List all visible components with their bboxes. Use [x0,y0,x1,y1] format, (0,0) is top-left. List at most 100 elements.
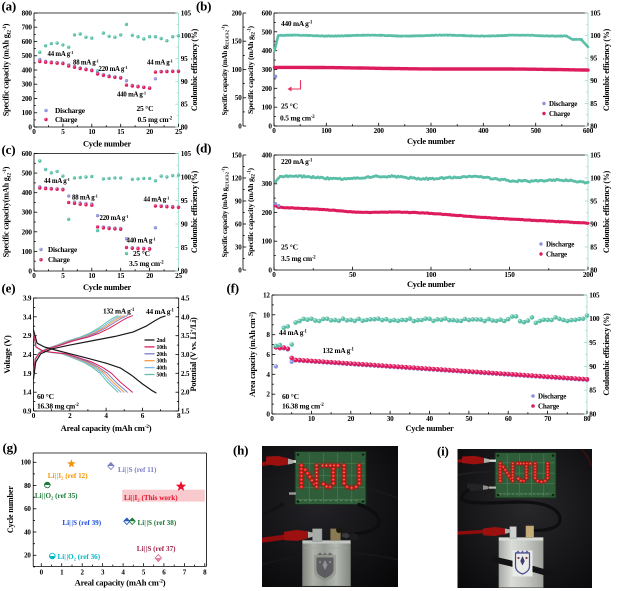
svg-text:8: 8 [203,568,207,576]
svg-text:100: 100 [22,109,33,117]
svg-text:(c): (c) [2,142,16,157]
svg-text:200: 200 [22,95,33,103]
svg-text:95: 95 [590,55,597,63]
svg-text:25 °C: 25 °C [281,102,298,111]
svg-text:440 mA g-1: 440 mA g-1 [117,90,146,98]
svg-text:8: 8 [177,412,181,420]
svg-text:80: 80 [590,122,597,130]
svg-text:800: 800 [22,9,33,17]
svg-text:10: 10 [263,311,270,319]
svg-text:Cycle number: Cycle number [6,486,15,534]
svg-text:400: 400 [262,151,273,159]
svg-text:44 mA g-1: 44 mA g-1 [44,177,70,185]
svg-text:50th: 50th [157,373,168,379]
svg-text:30: 30 [387,415,394,423]
svg-text:15: 15 [117,272,124,280]
svg-text:Li| |S (ref 39): Li| |S (ref 39) [62,519,101,527]
svg-text:40: 40 [24,528,31,536]
svg-text:Discharge: Discharge [538,393,566,401]
svg-text:60: 60 [235,220,242,228]
svg-text:0: 0 [272,127,276,135]
svg-text:25 °C: 25 °C [281,243,298,252]
svg-text:150: 150 [232,151,243,159]
svg-text:2: 2 [68,412,72,420]
svg-text:85: 85 [589,387,596,395]
svg-text:0: 0 [40,568,44,576]
svg-text:90: 90 [590,77,597,85]
svg-text:80: 80 [24,482,31,490]
svg-text:2: 2 [266,391,270,399]
svg-text:3.0: 3.0 [181,351,190,359]
svg-text:Discharge: Discharge [549,100,577,108]
svg-text:200: 200 [583,271,594,279]
svg-text:3.5 mg cm-2: 3.5 mg cm-2 [129,259,164,268]
svg-text:Charge: Charge [549,110,570,118]
svg-text:600: 600 [22,38,33,46]
svg-text:3.5 mg cm-2: 3.5 mg cm-2 [281,254,316,263]
svg-text:16.38 mg cm-2: 16.38 mg cm-2 [282,402,324,411]
svg-text:2nd: 2nd [157,338,167,344]
svg-text:0.9: 0.9 [23,407,32,415]
svg-text:(d): (d) [196,141,211,156]
svg-text:300: 300 [426,127,437,135]
svg-text:0.5 mg cm-2: 0.5 mg cm-2 [280,114,315,123]
svg-text:60 °C: 60 °C [282,392,299,401]
svg-text:0: 0 [32,412,36,420]
svg-text:Discharge: Discharge [48,246,77,254]
svg-text:88 mA g-1: 88 mA g-1 [72,193,98,201]
svg-text:20: 20 [24,552,31,560]
svg-text:100: 100 [590,32,601,40]
svg-text:105: 105 [181,150,192,158]
svg-text:4.5: 4.5 [181,294,190,302]
svg-text:(b): (b) [196,0,211,14]
svg-text:Li| |S (ref 38): Li| |S (ref 38) [138,519,177,527]
svg-text:88 mA g-1: 88 mA g-1 [73,58,99,66]
svg-text:50: 50 [349,271,356,279]
svg-text:6: 6 [141,412,145,420]
svg-text:600: 600 [262,9,273,17]
svg-text:0.5 mg cm-2: 0.5 mg cm-2 [138,115,173,124]
svg-text:100: 100 [262,104,273,112]
svg-text:105: 105 [590,151,601,159]
svg-text:5: 5 [61,272,65,280]
svg-text:10: 10 [308,415,315,423]
svg-text:Cycle number: Cycle number [405,424,454,433]
svg-text:100: 100 [589,315,600,323]
svg-text:100: 100 [181,173,192,181]
svg-text:25 °C: 25 °C [137,104,154,113]
svg-text:6: 6 [162,568,166,576]
svg-text:120: 120 [232,174,243,182]
svg-text:300: 300 [22,81,33,89]
svg-text:2.4: 2.4 [23,351,32,359]
svg-text:Coulombic efficiency (%): Coulombic efficiency (%) [602,313,611,396]
svg-text:200: 200 [262,209,273,217]
svg-text:90: 90 [589,363,596,371]
svg-text:500: 500 [262,28,273,36]
svg-text:200: 200 [232,9,243,17]
svg-text:Coulombic efficiency (%): Coulombic efficiency (%) [602,170,611,253]
svg-text:40: 40 [426,415,433,423]
svg-text:105: 105 [181,9,192,17]
svg-text:16.38 mg cm-2: 16.38 mg cm-2 [37,402,79,411]
svg-text:20: 20 [146,272,153,280]
svg-text:90: 90 [235,197,242,205]
svg-text:90: 90 [181,78,188,86]
svg-text:220 mA g-1: 220 mA g-1 [281,157,313,166]
svg-text:0: 0 [28,267,32,275]
svg-text:85: 85 [590,243,597,251]
svg-text:85: 85 [181,244,188,252]
svg-text:Areal capacity (mAh cm-2): Areal capacity (mAh cm-2) [75,578,166,588]
svg-text:10th: 10th [157,345,168,351]
svg-text:3: 3 [101,568,105,576]
svg-text:Cycle number: Cycle number [407,137,456,146]
svg-text:95: 95 [590,197,597,205]
svg-text:2.9: 2.9 [23,332,32,340]
svg-text:100: 100 [22,248,33,256]
svg-text:0: 0 [32,272,36,280]
svg-text:Charge: Charge [538,403,559,411]
svg-text:90: 90 [590,220,597,228]
svg-text:Li| |S (ref 37): Li| |S (ref 37) [137,545,176,553]
svg-text:20th: 20th [157,352,168,358]
svg-text:4.0: 4.0 [181,313,190,321]
svg-text:80: 80 [181,267,188,275]
